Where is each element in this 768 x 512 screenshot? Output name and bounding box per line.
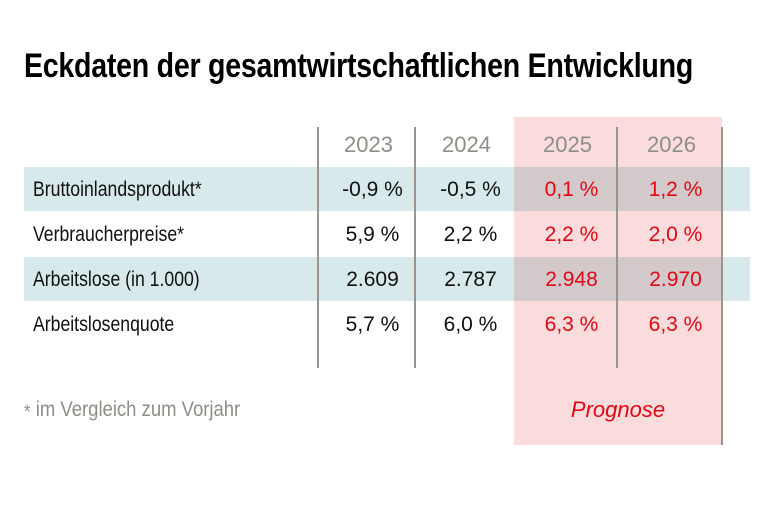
forecast-value-cell: 1,2 % — [648, 178, 703, 201]
column-header-2025: 2025 — [543, 132, 592, 157]
column-separator — [317, 127, 319, 368]
value-cell: -0,5 % — [440, 178, 501, 201]
table-row: Verbraucherpreise* 5,9 % 2,2 % 2,2 % 2,0… — [0, 212, 768, 257]
forecast-value-cell: 2,0 % — [648, 223, 703, 246]
footnote-asterisk: * — [24, 402, 31, 423]
column-header-2023: 2023 — [344, 132, 393, 157]
column-separator — [721, 127, 723, 445]
table-row: Arbeitslose (in 1.000) 2.609 2.787 2.948… — [0, 257, 768, 302]
value-cell: 2.787 — [444, 268, 497, 291]
column-header-2024: 2024 — [442, 132, 491, 157]
forecast-value-cell: 2,2 % — [544, 223, 599, 246]
row-label-consumer-prices: Verbraucherpreise* — [33, 223, 185, 246]
value-cell: 5,9 % — [345, 223, 400, 246]
row-label-gdp: Bruttoinlandsprodukt* — [33, 178, 202, 201]
forecast-value-cell: 6,3 % — [544, 313, 599, 336]
forecast-highlight-band — [514, 117, 722, 445]
value-cell: 2,2 % — [443, 223, 498, 246]
value-cell: 5,7 % — [345, 313, 400, 336]
forecast-value-cell: 2.948 — [545, 268, 598, 291]
forecast-value-cell: 0,1 % — [544, 178, 599, 201]
table-header-row: 2023 2024 2025 2026 — [0, 122, 768, 167]
table-row: Bruttoinlandsprodukt* -0,9 % -0,5 % 0,1 … — [0, 167, 768, 212]
forecast-label: Prognose — [570, 397, 666, 422]
table-row: Arbeitslosenquote 5,7 % 6,0 % 6,3 % 6,3 … — [0, 302, 768, 347]
forecast-value-cell: 6,3 % — [648, 313, 703, 336]
value-cell: -0,9 % — [342, 178, 403, 201]
value-cell: 2.609 — [346, 268, 399, 291]
footnote-text: im Vergleich zum Vorjahr — [35, 398, 241, 421]
row-label-unemployed: Arbeitslose (in 1.000) — [33, 268, 200, 291]
footnote: * im Vergleich zum Vorjahr — [24, 398, 240, 423]
row-label-unemployment-rate: Arbeitslosenquote — [33, 313, 175, 336]
page-title: Eckdaten der gesamtwirtschaftlichen Entw… — [24, 47, 694, 85]
column-header-2026: 2026 — [647, 132, 696, 157]
forecast-value-cell: 2.970 — [649, 268, 702, 291]
column-separator — [616, 127, 618, 368]
column-separator — [414, 127, 416, 368]
value-cell: 6,0 % — [443, 313, 498, 336]
